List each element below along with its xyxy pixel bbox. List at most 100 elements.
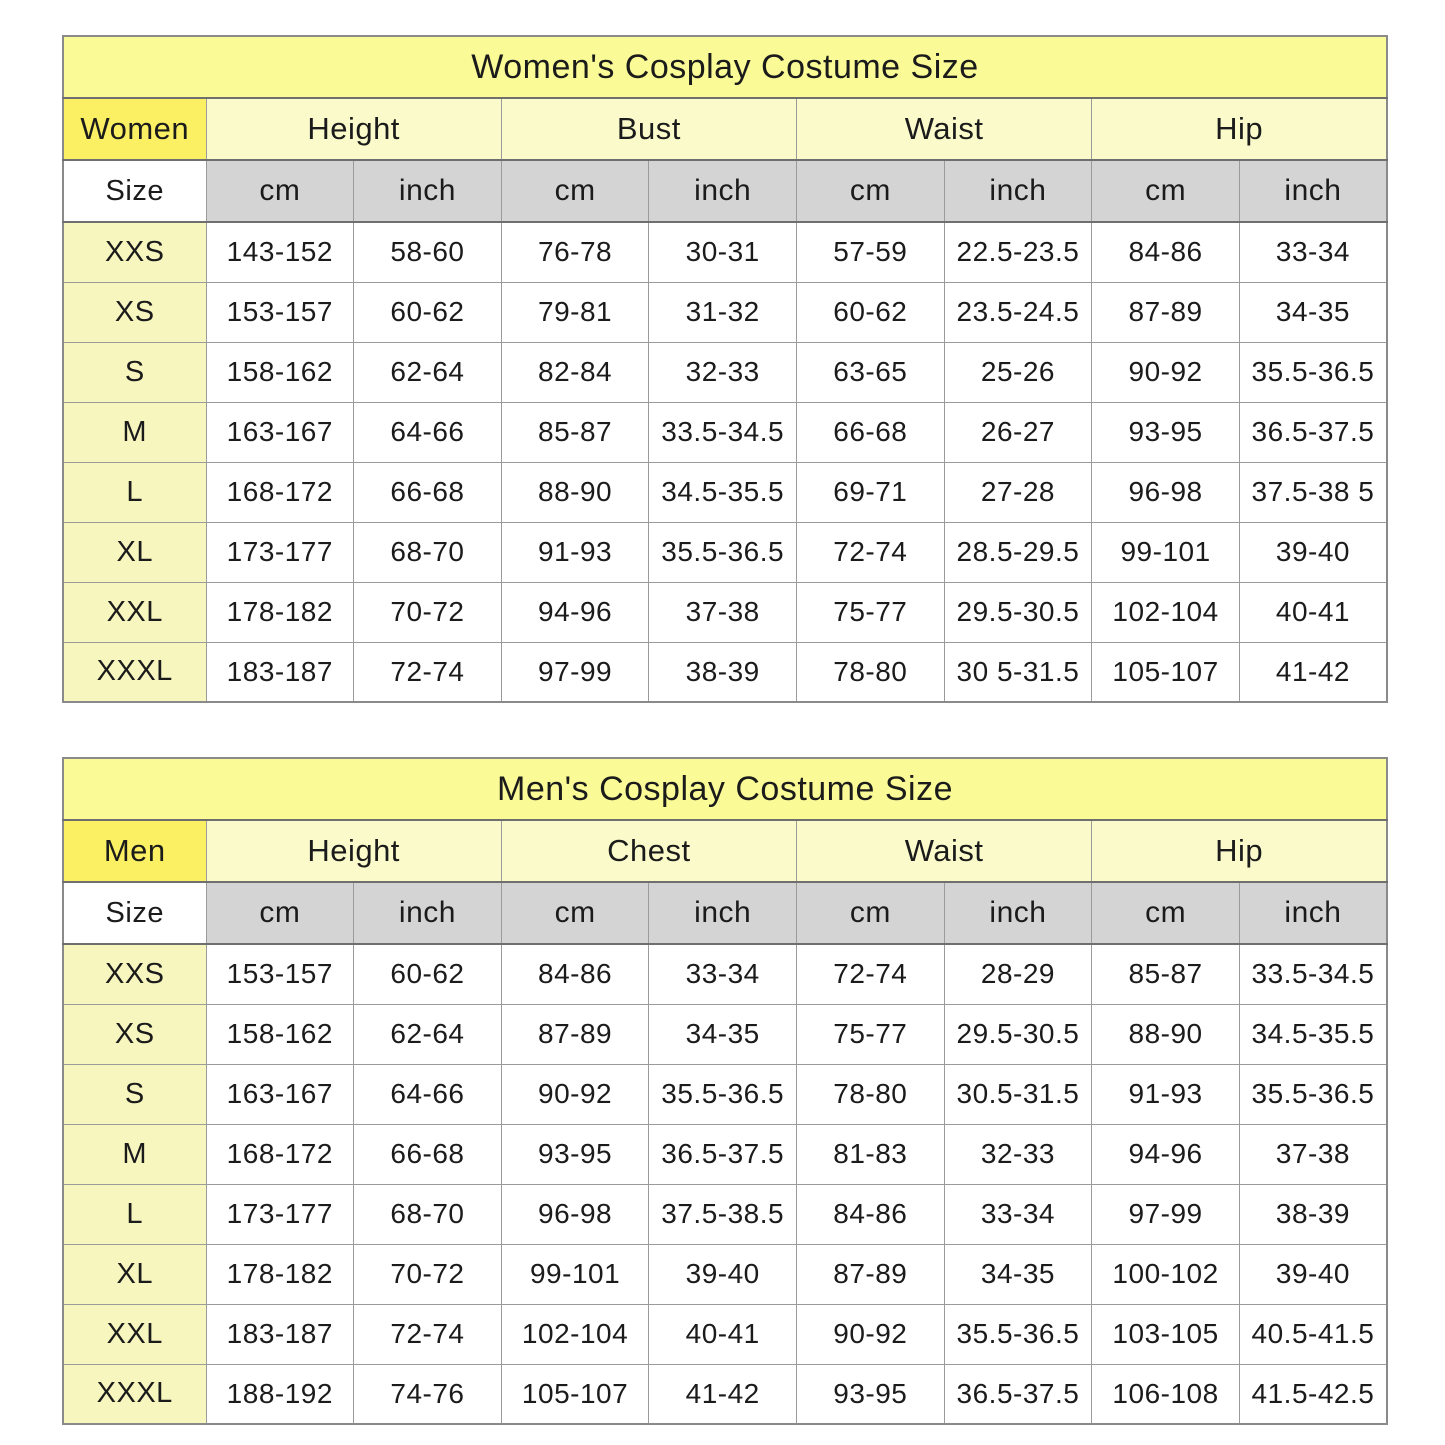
group-header-hip: Hip <box>1091 819 1388 883</box>
value-cell: 27-28 <box>943 461 1093 523</box>
value-cell: 60-62 <box>353 281 502 343</box>
value-cell: 64-66 <box>353 1063 502 1125</box>
value-cell: 72-74 <box>353 641 502 703</box>
value-cell: 102-104 <box>500 1303 650 1365</box>
value-cell: 91-93 <box>500 521 650 583</box>
value-cell: 178-182 <box>205 1243 355 1305</box>
size-column-header: Size <box>62 159 207 223</box>
value-cell: 88-90 <box>500 461 650 523</box>
value-cell: 158-162 <box>205 1003 355 1065</box>
size-label: M <box>62 1123 207 1185</box>
group-header-height: Height <box>205 97 502 161</box>
value-cell: 39-40 <box>648 1243 797 1305</box>
table-row: S 163-167 64-66 90-92 35.5-36.5 78-80 30… <box>62 1063 1388 1125</box>
table-row: L 168-172 66-68 88-90 34.5-35.5 69-71 27… <box>62 461 1388 523</box>
value-cell: 85-87 <box>1091 943 1240 1005</box>
units-row: Size cm inch cm inch cm inch cm inch <box>62 881 1388 945</box>
value-cell: 168-172 <box>205 1123 355 1185</box>
value-cell: 32-33 <box>648 341 797 403</box>
unit-label: cm <box>796 159 945 223</box>
value-cell: 78-80 <box>796 1063 945 1125</box>
table-row: XXXL 183-187 72-74 97-99 38-39 78-80 30 … <box>62 641 1388 703</box>
value-cell: 188-192 <box>205 1363 355 1425</box>
value-cell: 79-81 <box>500 281 650 343</box>
unit-label: cm <box>500 881 650 945</box>
unit-label: cm <box>205 881 355 945</box>
value-cell: 40-41 <box>648 1303 797 1365</box>
value-cell: 62-64 <box>353 1003 502 1065</box>
unit-label: cm <box>1091 881 1240 945</box>
value-cell: 63-65 <box>796 341 945 403</box>
value-cell: 183-187 <box>205 1303 355 1365</box>
value-cell: 60-62 <box>353 943 502 1005</box>
value-cell: 168-172 <box>205 461 355 523</box>
value-cell: 178-182 <box>205 581 355 643</box>
value-cell: 64-66 <box>353 401 502 463</box>
value-cell: 69-71 <box>796 461 945 523</box>
value-cell: 153-157 <box>205 943 355 1005</box>
table-title-row: Men's Cosplay Costume Size <box>62 757 1388 821</box>
value-cell: 91-93 <box>1091 1063 1240 1125</box>
table-title: Men's Cosplay Costume Size <box>62 757 1388 821</box>
value-cell: 75-77 <box>796 1003 945 1065</box>
size-label: S <box>62 1063 207 1125</box>
value-cell: 32-33 <box>943 1123 1093 1185</box>
value-cell: 68-70 <box>353 1183 502 1245</box>
value-cell: 41-42 <box>648 1363 797 1425</box>
size-table: Women's Cosplay Costume Size Women Heigh… <box>62 35 1388 703</box>
table-row: XXL 178-182 70-72 94-96 37-38 75-77 29.5… <box>62 581 1388 643</box>
value-cell: 102-104 <box>1091 581 1240 643</box>
size-table: Men's Cosplay Costume Size Men Height Ch… <box>62 757 1388 1425</box>
table-title: Women's Cosplay Costume Size <box>62 35 1388 99</box>
group-header-row: Women Height Bust Waist Hip <box>62 97 1388 161</box>
value-cell: 37-38 <box>1238 1123 1388 1185</box>
unit-label: inch <box>1238 159 1388 223</box>
value-cell: 33-34 <box>648 943 797 1005</box>
value-cell: 34-35 <box>1238 281 1388 343</box>
value-cell: 37-38 <box>648 581 797 643</box>
unit-label: inch <box>1238 881 1388 945</box>
value-cell: 57-59 <box>796 221 945 283</box>
value-cell: 93-95 <box>500 1123 650 1185</box>
value-cell: 99-101 <box>1091 521 1240 583</box>
value-cell: 37.5-38 5 <box>1238 461 1388 523</box>
size-label: M <box>62 401 207 463</box>
value-cell: 72-74 <box>796 943 945 1005</box>
value-cell: 72-74 <box>353 1303 502 1365</box>
table-body: XXS 153-157 60-62 84-86 33-34 72-74 28-2… <box>62 943 1388 1425</box>
value-cell: 106-108 <box>1091 1363 1240 1425</box>
table-row: L 173-177 68-70 96-98 37.5-38.5 84-86 33… <box>62 1183 1388 1245</box>
size-label: L <box>62 461 207 523</box>
unit-label: inch <box>648 159 797 223</box>
unit-label: inch <box>943 159 1093 223</box>
value-cell: 87-89 <box>1091 281 1240 343</box>
size-label: XL <box>62 521 207 583</box>
value-cell: 34-35 <box>648 1003 797 1065</box>
value-cell: 87-89 <box>500 1003 650 1065</box>
value-cell: 87-89 <box>796 1243 945 1305</box>
value-cell: 76-78 <box>500 221 650 283</box>
size-label: S <box>62 341 207 403</box>
table-row: XXS 153-157 60-62 84-86 33-34 72-74 28-2… <box>62 943 1388 1005</box>
value-cell: 90-92 <box>500 1063 650 1125</box>
value-cell: 37.5-38.5 <box>648 1183 797 1245</box>
unit-label: cm <box>500 159 650 223</box>
value-cell: 34-35 <box>943 1243 1093 1305</box>
value-cell: 36.5-37.5 <box>1238 401 1388 463</box>
value-cell: 85-87 <box>500 401 650 463</box>
value-cell: 82-84 <box>500 341 650 403</box>
table-row: M 163-167 64-66 85-87 33.5-34.5 66-68 26… <box>62 401 1388 463</box>
size-label: XXL <box>62 1303 207 1365</box>
unit-label: inch <box>353 881 502 945</box>
value-cell: 70-72 <box>353 581 502 643</box>
value-cell: 94-96 <box>500 581 650 643</box>
unit-label: cm <box>796 881 945 945</box>
value-cell: 163-167 <box>205 1063 355 1125</box>
value-cell: 28-29 <box>943 943 1093 1005</box>
value-cell: 39-40 <box>1238 1243 1388 1305</box>
unit-label: cm <box>205 159 355 223</box>
value-cell: 78-80 <box>796 641 945 703</box>
value-cell: 105-107 <box>500 1363 650 1425</box>
value-cell: 90-92 <box>796 1303 945 1365</box>
